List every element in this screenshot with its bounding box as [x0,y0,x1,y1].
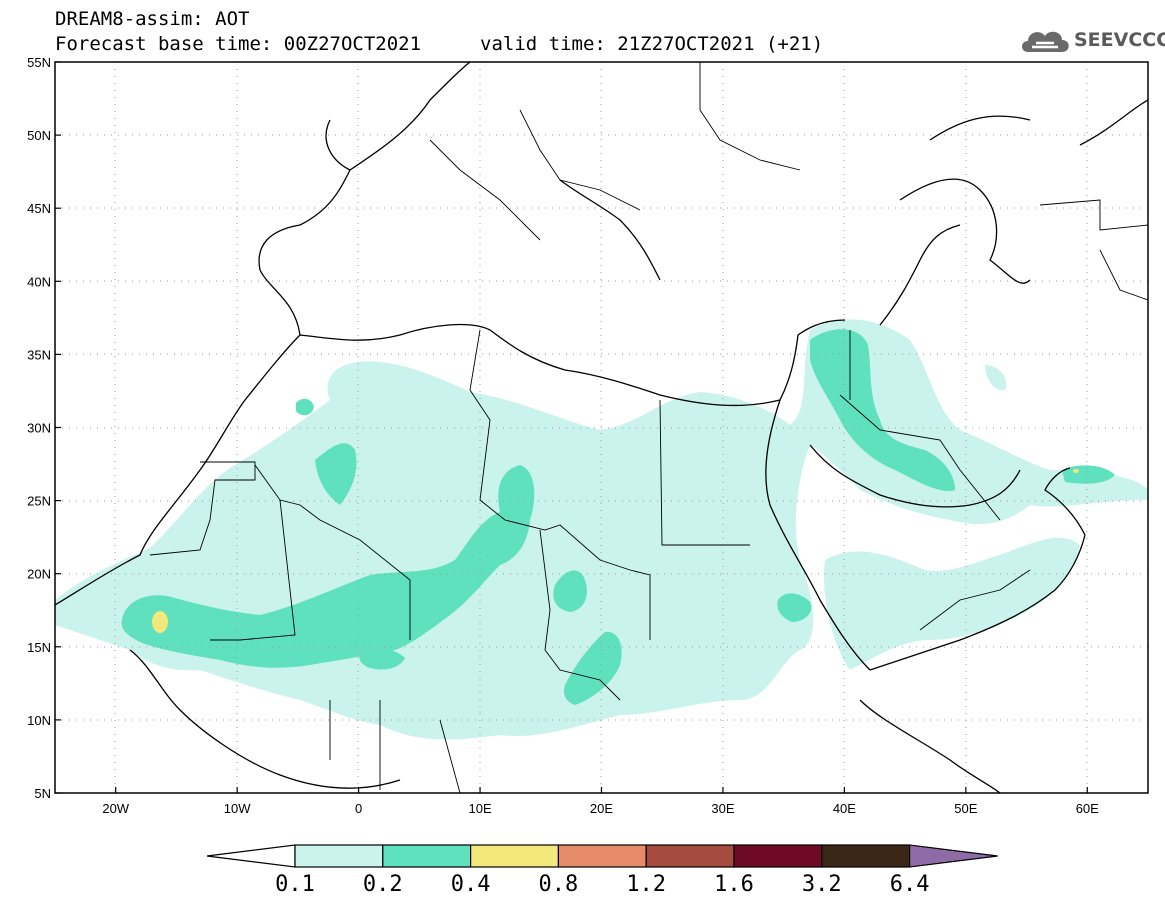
coastlines [55,62,1148,793]
logo-text: SEEVCCC [1074,29,1165,51]
lon-tick-label: 30E [711,801,734,816]
lon-tick-label: 20E [590,801,613,816]
lat-tick-label: 30N [27,421,51,436]
lat-tick-label: 15N [27,640,51,655]
latitude-axis: 55N 50N 45N 40N 35N 30N 25N 20N 15N 10N 5N [27,55,61,801]
cloud-icon [1022,31,1069,52]
borders [149,62,1148,793]
lat-tick-label: 55N [27,55,51,70]
lat-tick-label: 25N [27,494,51,509]
lat-tick-label: 20N [27,567,51,582]
aot-field [55,62,1148,793]
lon-tick-label: 50E [954,801,977,816]
lon-tick-label: 40E [833,801,856,816]
lat-tick-label: 35N [27,347,51,362]
aot-level-0.2 [121,329,1115,705]
seevccc-logo: SEEVCCC [1018,24,1165,56]
lon-tick-label: 0 [355,801,362,816]
lon-tick-label: 10E [468,801,491,816]
lat-tick-label: 10N [27,713,51,728]
valid-time: valid time: 21Z27OCT2021 (+21) [480,33,824,55]
lat-tick-label: 5N [34,786,51,801]
longitude-axis: 20W 10W 0 10E 20E 30E 40E 50E 60E [102,787,1099,816]
forecast-base-time: Forecast base time: 00Z27OCT2021 [55,33,422,55]
lon-tick-label: 60E [1076,801,1099,816]
lat-tick-label: 50N [27,128,51,143]
aot-level-0.4 [152,469,1079,633]
lat-tick-label: 40N [27,274,51,289]
map-title: DREAM8-assim: AOT [55,8,250,30]
lon-tick-label: 20W [102,801,129,816]
lon-tick-label: 10W [224,801,251,816]
lat-tick-label: 45N [27,201,51,216]
